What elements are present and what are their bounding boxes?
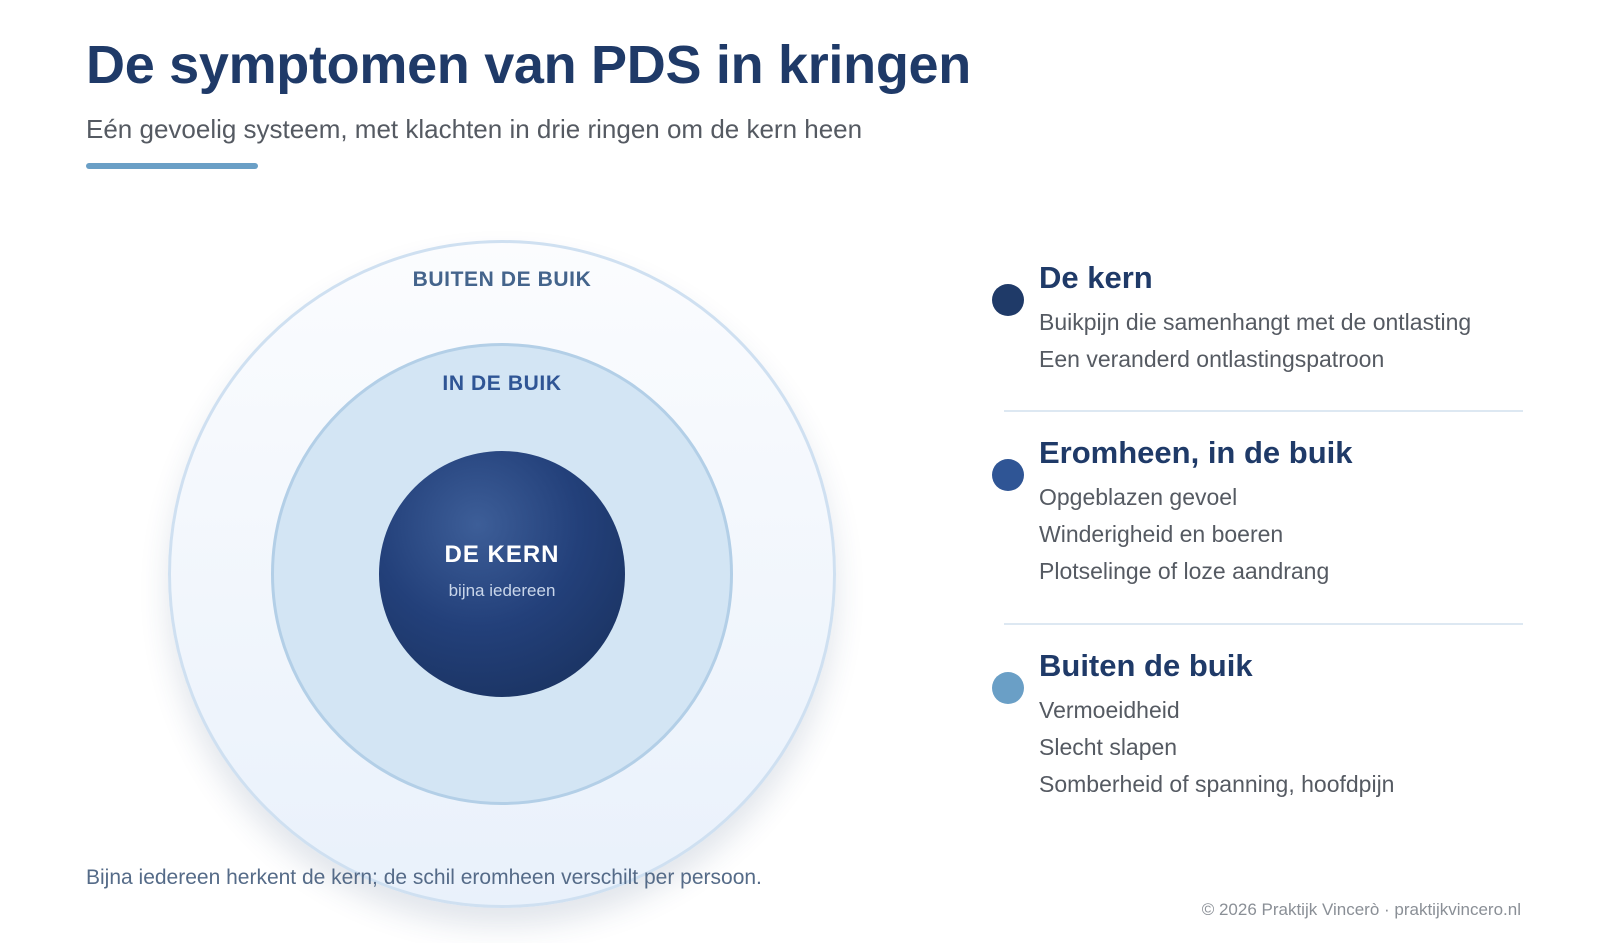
legend-group-middle: Eromheen, in de buik Opgeblazen gevoel W… xyxy=(1039,435,1539,590)
legend-title-outer: Buiten de buik xyxy=(1039,648,1253,683)
outer-ring-label: BUITEN DE BUIK xyxy=(412,268,592,291)
legend-title-core: De kern xyxy=(1039,260,1153,295)
copyright: © 2026 Praktijk Vincerò · praktijkvincer… xyxy=(1201,900,1521,919)
list-item: Buikpijn die samenhangt met de ontlastin… xyxy=(1039,309,1472,335)
page-subtitle: Eén gevoelig systeem, met klachten in dr… xyxy=(86,114,863,144)
list-item: Somberheid of spanning, hoofdpijn xyxy=(1039,771,1395,797)
accent-underline xyxy=(86,163,258,169)
middle-ring-label: IN DE BUIK xyxy=(442,372,562,395)
legend-dot-middle xyxy=(992,459,1024,491)
list-item: Vermoeidheid xyxy=(1039,697,1180,723)
list-item: Slecht slapen xyxy=(1039,734,1178,760)
legend-title-middle: Eromheen, in de buik xyxy=(1039,435,1353,470)
list-item: Opgeblazen gevoel xyxy=(1039,484,1238,510)
legend-group-core: De kern Buikpijn die samenhangt met de o… xyxy=(1039,260,1539,378)
core-circle xyxy=(379,451,625,697)
legend-divider xyxy=(1004,410,1523,412)
core-sublabel: bijna iedereen xyxy=(448,581,556,600)
core-label: DE KERN xyxy=(444,541,560,568)
list-item: Plotselinge of loze aandrang xyxy=(1039,558,1330,584)
list-item: Een veranderd ontlastingspatroon xyxy=(1039,346,1385,372)
legend-list-outer: Vermoeidheid Slecht slapen Somberheid of… xyxy=(1039,692,1539,803)
legend-group-outer: Buiten de buik Vermoeidheid Slecht slape… xyxy=(1039,648,1539,803)
legend-list-middle: Opgeblazen gevoel Winderigheid en boeren… xyxy=(1039,479,1539,590)
legend-list-core: Buikpijn die samenhangt met de ontlastin… xyxy=(1039,304,1539,378)
list-item: Winderigheid en boeren xyxy=(1039,521,1284,547)
page-title: De symptomen van PDS in kringen xyxy=(86,35,971,95)
legend-dot-core xyxy=(992,284,1024,316)
footnote: Bijna iedereen herkent de kern; de schil… xyxy=(86,866,762,889)
legend-dot-outer xyxy=(992,672,1024,704)
legend-divider xyxy=(1004,623,1523,625)
